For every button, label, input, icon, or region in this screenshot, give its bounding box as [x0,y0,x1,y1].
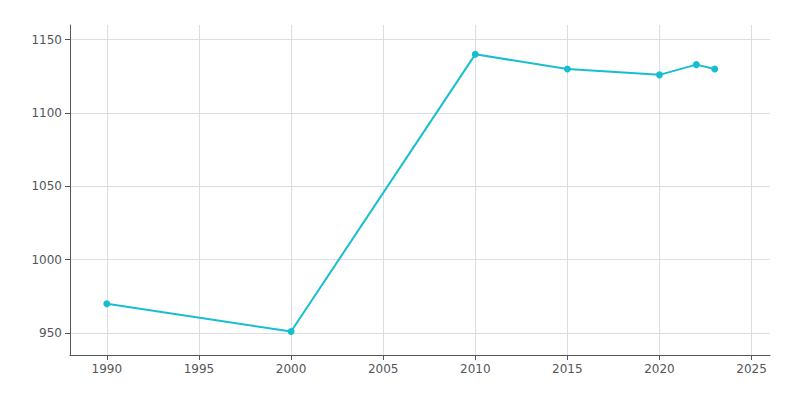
svg-text:2000: 2000 [276,362,307,376]
svg-text:2025: 2025 [736,362,767,376]
svg-text:950: 950 [39,326,62,340]
svg-text:1150: 1150 [31,33,62,47]
svg-text:2005: 2005 [368,362,399,376]
svg-text:2010: 2010 [460,362,491,376]
svg-text:1050: 1050 [31,179,62,193]
svg-text:2020: 2020 [644,362,675,376]
svg-text:1000: 1000 [31,253,62,267]
svg-text:1100: 1100 [31,106,62,120]
svg-text:1995: 1995 [184,362,215,376]
svg-text:2015: 2015 [552,362,583,376]
svg-text:1990: 1990 [92,362,123,376]
